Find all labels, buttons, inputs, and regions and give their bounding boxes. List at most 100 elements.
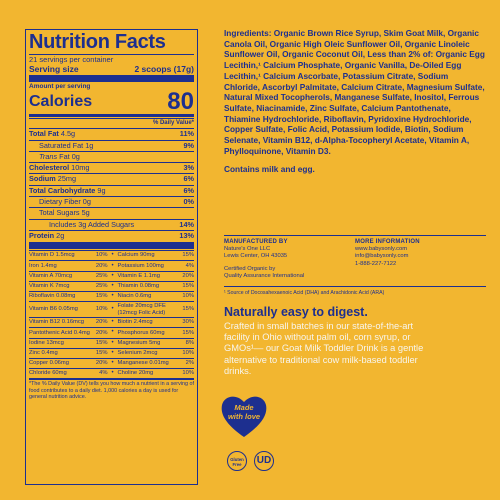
gluten-free-line2: Free [232, 461, 242, 467]
vitamin-daily-value: 25% [95, 283, 108, 290]
vitamin-daily-value: 4% [99, 370, 108, 377]
vitamin-daily-value: 4% [185, 262, 194, 269]
vitamin-daily-value: 20% [95, 262, 108, 269]
vitamin-daily-value: 15% [95, 339, 108, 346]
vitamin-daily-value: 8% [185, 339, 194, 346]
vitamin-daily-value: 25% [95, 272, 108, 279]
vitamin-cell: Riboflavin 0.08mg 15% [29, 290, 112, 301]
daily-value-header: % Daily Value* [29, 118, 194, 128]
nutrient-daily-value: 9% [183, 140, 194, 150]
vitamin-name: Vitamin B6 0.05mg [29, 306, 78, 313]
vitamin-cell: Zinc 0.4mg 15% [29, 347, 112, 358]
ingredients-block: Ingredients: Organic Brown Rice Syrup, S… [224, 28, 486, 174]
vitamin-name: Thiamin 0.08mg [117, 283, 160, 290]
vitamin-name: Vitamin A 70mcg [29, 272, 73, 279]
vitamin-cell: Vitamin B12 0.16mcg 20% [29, 317, 112, 327]
divider-medium [29, 113, 194, 118]
daily-value-footnote: *The % Daily Value (DV) tells you how mu… [29, 378, 194, 400]
vitamin-name: Vitamin B12 0.16mcg [29, 319, 84, 326]
ingredients-text: Ingredients: Organic Brown Rice Syrup, S… [224, 28, 485, 156]
vitamin-daily-value: 15% [182, 306, 194, 313]
nutrient-name: Total Carbohydrate 9g [29, 185, 106, 195]
made-with-love-badge: Made with love [222, 403, 266, 421]
vitamin-name: Biotin 2.4mcg [117, 319, 153, 326]
vitamin-daily-value: 10% [95, 252, 108, 259]
nutrient-name: Protein 2g [29, 230, 65, 240]
nutrient-name: Total Sugars 5g [39, 208, 90, 218]
vitamin-daily-value: 15% [95, 349, 108, 356]
vitamin-cell: Pantothenic Acid 0.4mg 20% [29, 327, 112, 337]
certification-line2: Quality Assurance International [224, 272, 305, 279]
vitamin-cell: Vitamin D 1.5mcg 10% [29, 250, 112, 260]
nutrient-daily-value: 14% [179, 219, 194, 229]
nutrition-facts-panel: Nutrition Facts 21 servings per containe… [25, 29, 198, 485]
manufacturer-info: MANUFACTURED BY Nature's One LLC Lewis C… [224, 239, 355, 280]
vitamin-name: Folate 20mcg DFE (12mcg Folic Acid) [117, 303, 166, 316]
vitamin-name: Iodine 13mcg [29, 339, 64, 346]
heart-text-line1: Made [234, 403, 254, 412]
vitamin-name: Choline 20mg [117, 370, 154, 377]
nutrient-name: Saturated Fat 1g [39, 140, 94, 150]
more-information: MORE INFORMATION www.babysonly.com info@… [355, 239, 486, 280]
vitamin-name: Vitamin K 7mcg [29, 283, 70, 290]
nutrient-daily-value: 6% [183, 185, 194, 195]
vitamin-cell: Magnesium 5mg 8% [111, 337, 194, 348]
calories-label: Calories [29, 92, 93, 110]
vitamin-daily-value: 10% [182, 349, 194, 356]
nutrient-row: Cholesterol 10mg 3% [29, 162, 194, 173]
nutrient-row: Dietary Fiber 0g 0% [29, 196, 194, 207]
vitamin-cell: Vitamin A 70mcg 25% [29, 270, 112, 281]
vitamin-cell: Iron 1.4mg 20% [29, 260, 112, 270]
vitamin-cell: Potassium 100mg 4% [111, 260, 194, 270]
vitamin-mineral-grid: Vitamin D 1.5mcg 10% Calcium 90mg 15% Iron 1… [29, 250, 194, 378]
gluten-free-line1: Gluten [230, 456, 244, 462]
nutrient-daily-value: 6% [183, 174, 194, 184]
more-info-heading: MORE INFORMATION [355, 239, 420, 245]
vitamin-cell: Niacin 0.6mg 10% [111, 290, 194, 301]
nutrient-daily-value: 3% [183, 163, 194, 173]
vitamin-cell: Choline 20mg 10% [111, 368, 194, 378]
vitamin-daily-value: 20% [95, 319, 108, 326]
vitamin-name: Pantothenic Acid 0.4mg [29, 329, 90, 336]
vitamin-cell: Biotin 2.4mcg 30% [111, 317, 194, 327]
vitamin-name: Riboflavin 0.08mg [29, 293, 76, 300]
nutrient-row: Total Sugars 5g [29, 207, 194, 218]
vitamin-cell: Phosphorus 60mg 15% [111, 327, 194, 337]
vitamin-daily-value: 10% [182, 293, 194, 300]
vitamin-name: Iron 1.4mg [29, 262, 57, 269]
vitamin-daily-value: 15% [95, 293, 108, 300]
vitamin-name: Calcium 90mg [117, 252, 155, 259]
nutrient-row: Includes 3g Added Sugars 14% [29, 218, 194, 230]
nutrient-row: Total Carbohydrate 9g 6% [29, 184, 194, 196]
vitamin-name: Phosphorus 60mg [117, 329, 165, 336]
nutrient-name: Includes 3g Added Sugars [49, 219, 135, 229]
amount-per-serving: Amount per serving [29, 83, 91, 91]
vitamin-cell: Calcium 90mg 15% [111, 250, 194, 260]
manufacturer-name: Nature's One LLC [224, 246, 271, 253]
vitamin-cell: Folate 20mcg DFE (12mcg Folic Acid) 15% [111, 301, 194, 317]
source-footnote: ¹ Source of Docosahexaenoic Acid (DHA) a… [224, 286, 486, 296]
vitamin-cell: Vitamin E 1.1mg 20% [111, 270, 194, 281]
vitamin-name: Selenium 2mcg [117, 349, 158, 356]
vitamin-daily-value: 15% [182, 329, 194, 336]
manufacturer-heading: MANUFACTURED BY [224, 239, 288, 245]
kosher-icon: UD [254, 451, 274, 471]
vitamin-daily-value: 2% [185, 360, 194, 367]
phone: 1-888-227-7122 [355, 260, 397, 267]
vitamin-cell: Selenium 2mcg 10% [111, 347, 194, 358]
nutrient-name: Trans Fat 0g [39, 151, 80, 161]
vitamin-cell: Chloride 60mg 4% [29, 368, 112, 378]
nutrient-name: Sodium 25mg [29, 174, 77, 184]
vitamin-name: Manganese 0.01mg [117, 360, 169, 367]
allergen-statement: Contains milk and egg. [224, 164, 315, 175]
vitamin-cell: Vitamin K 7mcg 25% [29, 280, 112, 291]
vitamin-daily-value: 15% [182, 252, 194, 259]
vitamin-daily-value: 10% [95, 306, 108, 313]
servings-per-container: 21 servings per container [29, 54, 194, 65]
vitamin-cell: Thiamin 0.08mg 15% [111, 280, 194, 291]
nutrient-daily-value: 13% [179, 230, 194, 240]
vitamin-name: Vitamin E 1.1mg [117, 272, 160, 279]
vitamin-name: Chloride 60mg [29, 370, 67, 377]
vitamin-daily-value: 15% [182, 283, 194, 290]
vitamin-cell: Vitamin B6 0.05mg 10% [29, 301, 112, 317]
